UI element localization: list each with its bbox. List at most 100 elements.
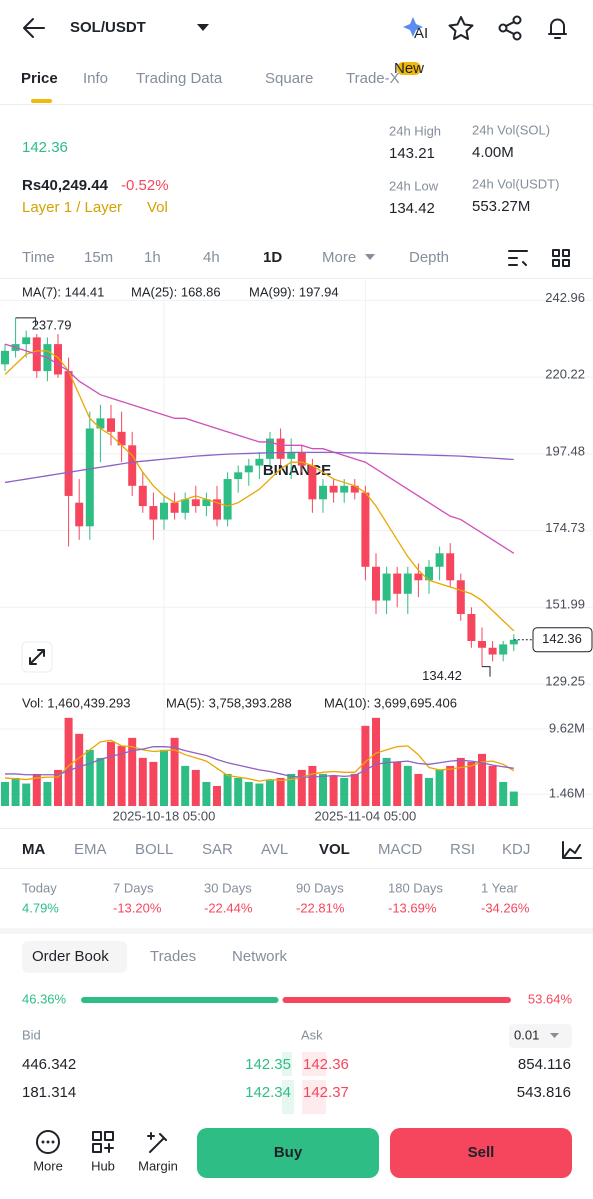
volume-bar (85, 749, 94, 806)
label[interactable]: MA (22, 841, 45, 858)
candle-body (117, 431, 126, 446)
label[interactable]: Square (265, 70, 313, 87)
candle-body (319, 485, 327, 500)
candle-body (382, 573, 391, 601)
chart-tool[interactable] (562, 841, 582, 859)
margin-icon[interactable] (147, 1132, 167, 1153)
label[interactable]: Hub (91, 1158, 115, 1173)
kline-chart: 242.96 220.22 197.48 174.73 151.99 129.25 9.62… (0, 280, 593, 823)
layout[interactable] (552, 249, 570, 267)
label: 142.37 (303, 1084, 349, 1101)
label: Rs40,249.44 (22, 177, 109, 194)
volume-bar (75, 733, 84, 806)
label[interactable]: 1D (263, 249, 282, 266)
label[interactable]: More (322, 249, 356, 266)
settings[interactable] (508, 250, 528, 266)
volume-bar (287, 773, 296, 806)
label: Today (22, 880, 57, 895)
candle-body (393, 573, 402, 594)
label: 24h Vol(USDT) (472, 176, 559, 191)
label: 90 Days (296, 880, 344, 895)
volume-bar (22, 783, 31, 806)
label[interactable]: Margin (138, 1158, 178, 1173)
label[interactable]: SAR (202, 841, 233, 858)
volume-bar (54, 769, 62, 806)
volume-bar (297, 769, 306, 806)
label[interactable]: VOL (319, 841, 350, 858)
label[interactable]: EMA (74, 841, 107, 858)
label: -22.81% (296, 900, 345, 915)
label: 24h High (389, 123, 441, 138)
label: -0.52% (121, 177, 169, 194)
candle-body (488, 647, 497, 655)
label: Layer 1 / Layer (22, 199, 122, 216)
candle-body (372, 566, 380, 601)
y-tick-label: 174.73 (545, 520, 585, 535)
buy-button[interactable] (197, 1128, 379, 1178)
candle-body (308, 465, 317, 500)
label[interactable]: Trade-X (346, 70, 400, 87)
label[interactable]: 15m (84, 249, 113, 266)
volume-bar (32, 773, 41, 806)
sell-button[interactable] (390, 1128, 572, 1178)
candle-body (403, 573, 412, 594)
label[interactable]: MACD (378, 841, 422, 858)
label[interactable]: Info (83, 70, 108, 87)
label[interactable]: More (33, 1158, 63, 1173)
volume-ma-line (4, 739, 515, 782)
volume-legend: MA(10): 3,699,695.406 (324, 695, 457, 710)
label[interactable]: 1h (144, 249, 161, 266)
label[interactable]: Price (21, 70, 58, 87)
label[interactable]: BOLL (135, 841, 173, 858)
label: 46.36% (22, 991, 67, 1006)
bell[interactable] (548, 18, 567, 39)
ma-legend: MA(99): 197.94 (249, 284, 339, 299)
candle-body (276, 438, 285, 459)
label[interactable]: Order Book (32, 948, 109, 965)
label: 134.42 (389, 200, 435, 217)
candle-body (361, 492, 370, 567)
bid-depth (282, 1080, 294, 1114)
label[interactable]: Trades (150, 948, 196, 965)
volume-bar (223, 773, 232, 806)
divider (0, 828, 593, 829)
volume-bar (191, 769, 200, 806)
label: Ask (301, 1027, 323, 1042)
candle-body (509, 639, 518, 645)
ai-icon[interactable] (403, 17, 423, 37)
label: 181.314 (22, 1084, 76, 1101)
label[interactable]: Depth (409, 249, 449, 266)
candle-body (181, 499, 190, 513)
candle-body (244, 465, 253, 473)
volume-bar (234, 777, 243, 806)
bid-ratio-bar (81, 997, 279, 1003)
volume-bar (181, 765, 190, 806)
volume-bar (435, 769, 444, 806)
step-select[interactable] (509, 1024, 572, 1048)
label[interactable]: Time (22, 249, 55, 266)
pair-caret[interactable] (197, 24, 209, 31)
volume-bar (149, 761, 158, 806)
label[interactable]: Trading Data (136, 70, 223, 87)
hub-icon[interactable] (92, 1131, 114, 1153)
label: 30 Days (204, 880, 252, 895)
ma-legend: MA(25): 168.86 (131, 284, 221, 299)
label[interactable]: KDJ (502, 841, 530, 858)
label[interactable]: RSI (450, 841, 475, 858)
candle-body (128, 445, 137, 486)
label: 4.00M (472, 144, 514, 161)
label[interactable]: 4h (203, 249, 220, 266)
more-icon[interactable] (36, 1130, 60, 1154)
y-tick-label: 129.25 (545, 673, 585, 688)
label[interactable]: Network (232, 948, 288, 965)
back[interactable] (23, 18, 45, 38)
volume-bar (382, 757, 391, 806)
candle-body (350, 485, 359, 493)
ma-legend: MA(7): 144.41 (22, 284, 104, 299)
icons (23, 15, 582, 1154)
star[interactable] (448, 16, 474, 40)
share[interactable] (498, 15, 522, 41)
volume-bar (202, 781, 211, 806)
label[interactable]: AVL (261, 841, 288, 858)
candle-body (191, 499, 200, 507)
